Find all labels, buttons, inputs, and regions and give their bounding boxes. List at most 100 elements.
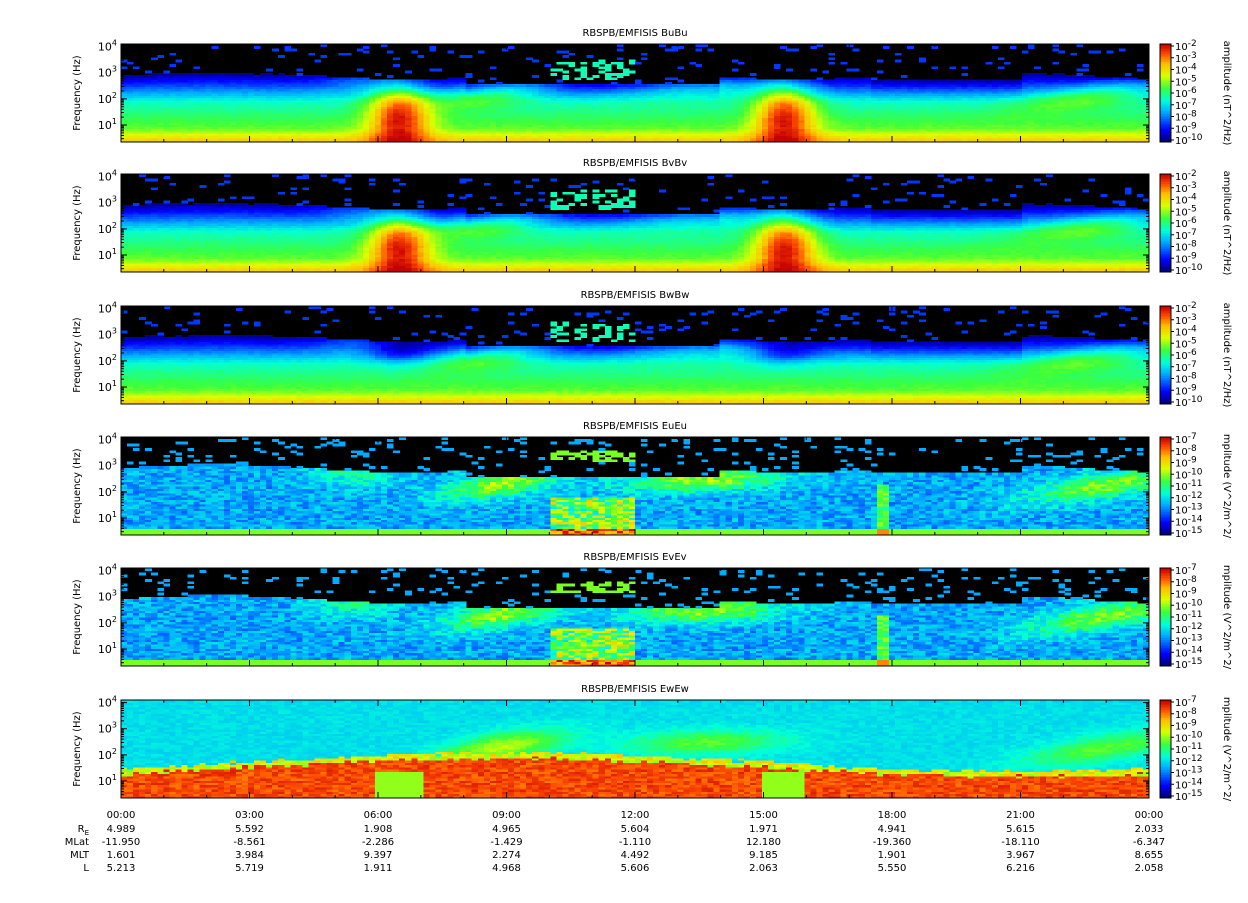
heatmap-cell [943,80,950,83]
heatmap-cell [859,77,866,80]
heatmap-cell [599,60,606,63]
heatmap-cell [774,80,781,83]
heatmap-cell [339,77,346,80]
heatmap-cell [181,73,188,76]
heatmap-cell [212,46,219,49]
heatmap-cell [460,77,467,80]
heatmap-cell [472,84,479,87]
heatmap-cell [750,73,757,76]
heatmap-cell [556,69,563,72]
heatmap-cell [768,80,775,83]
heatmap-cell [1034,66,1041,69]
heatmap-cell [877,80,884,83]
heatmap-cell [405,71,412,74]
heatmap-cell [296,73,303,76]
heatmap-cell [556,51,563,54]
heatmap-cell [641,84,648,87]
heatmap-cell [538,84,545,87]
heatmap-cell [593,62,600,65]
heatmap-cell [327,77,334,80]
heatmap-cell [387,80,394,83]
heatmap-cell [611,82,618,85]
heatmap-cell [871,77,878,80]
heatmap-cell [829,53,836,56]
heatmap-cell [695,84,702,87]
heatmap-cell [635,62,642,65]
heatmap-cell [290,75,297,78]
heatmap-cell [641,53,648,56]
heatmap-cell [635,80,642,83]
heatmap-cell [581,62,588,65]
heatmap-cell [901,75,908,78]
heatmap-cell [689,84,696,87]
heatmap-cell [629,71,636,74]
heatmap-cell [695,48,702,51]
heatmap-cell [363,46,370,49]
heatmap-cell [466,73,473,76]
heatmap-cell [169,73,176,76]
heatmap-cell [593,84,600,87]
heatmap-cell [411,51,418,54]
heatmap-cell [1101,77,1108,80]
heatmap-cell [895,60,902,63]
heatmap-cell [1058,73,1065,76]
heatmap-cell [835,77,842,80]
heatmap-cell [1082,75,1089,78]
heatmap-cell [218,73,225,76]
heatmap-cell [599,66,606,69]
heatmap-cell [351,77,358,80]
heatmap-cell [556,84,563,87]
heatmap-cell [1095,51,1102,54]
heatmap-cell [1119,48,1126,51]
heatmap-cell [865,77,872,80]
heatmap-cell [883,46,890,49]
heatmap-cell [532,60,539,63]
heatmap-cell [732,69,739,72]
heatmap-cell [1125,77,1132,80]
heatmap-cell [641,57,648,60]
heatmap-cell [254,75,261,78]
heatmap-cell [139,75,146,78]
heatmap-cell [429,69,436,72]
heatmap-cell [822,71,829,74]
heatmap-cell [732,60,739,63]
heatmap-cell [605,84,612,87]
heatmap-cell [556,80,563,83]
heatmap-cell [562,75,569,78]
heatmap-cell [653,84,660,87]
heatmap-cell [526,57,533,60]
heatmap-cell [544,64,551,67]
heatmap-cell [321,75,328,78]
heatmap-cell [357,69,364,72]
heatmap-cell [417,80,424,83]
heatmap-cell [962,80,969,83]
heatmap-cell [357,48,364,51]
heatmap-cell [756,80,763,83]
heatmap-cell [962,66,969,69]
heatmap-cell [339,53,346,56]
heatmap-cell [290,48,297,51]
heatmap-cell [441,80,448,83]
heatmap-cell [998,80,1005,83]
heatmap-cell [605,73,612,76]
heatmap-cell [931,66,938,69]
heatmap-cell [853,77,860,80]
heatmap-cell [490,66,497,69]
heatmap-cell [1089,75,1096,78]
heatmap-cell [508,84,515,87]
heatmap-cell [423,80,430,83]
heatmap-cell [593,75,600,78]
heatmap-cell [387,75,394,78]
heatmap-cell [284,75,291,78]
heatmap-cell [587,84,594,87]
heatmap-cell [986,80,993,83]
heatmap-cell [1004,80,1011,83]
heatmap-cell [127,75,134,78]
heatmap-cell [695,64,702,67]
heatmap-cell [1107,51,1114,54]
heatmap-cell [810,46,817,49]
heatmap-cell [429,80,436,83]
heatmap-cell [919,80,926,83]
heatmap-cell [526,84,533,87]
heatmap-cell [1107,77,1114,80]
